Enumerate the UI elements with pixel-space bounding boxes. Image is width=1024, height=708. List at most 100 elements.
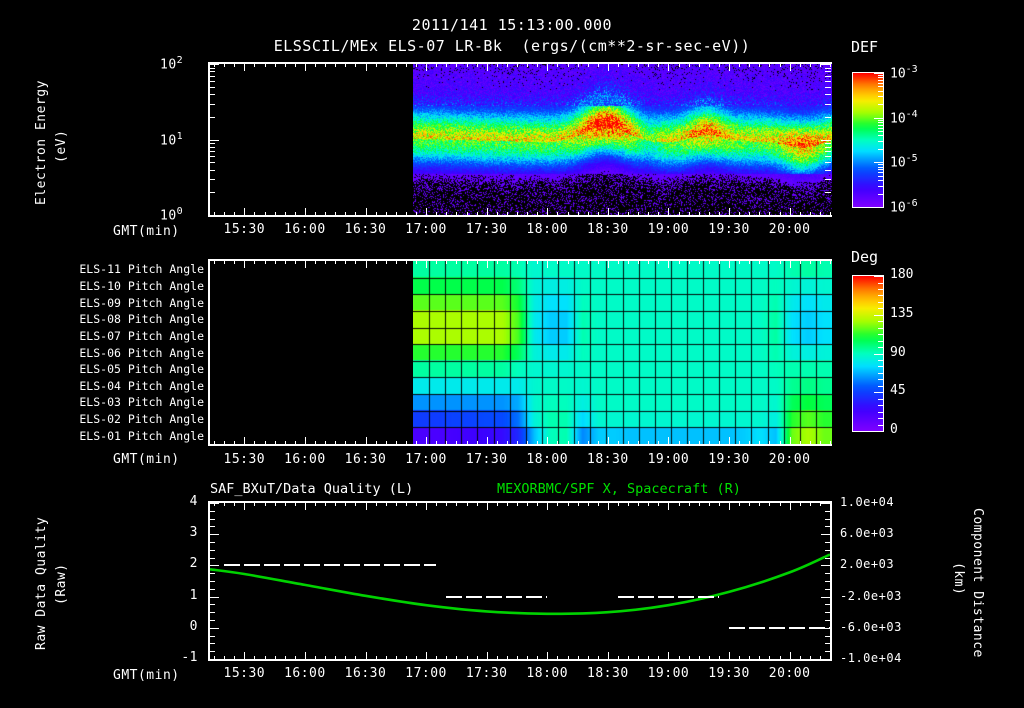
axis-tick-bottom <box>517 212 518 217</box>
ytick-right <box>825 192 831 194</box>
colorbar-tick <box>878 169 883 171</box>
axis-tick-top <box>729 62 730 71</box>
colorbar-tick <box>878 334 883 336</box>
colorbar-tick <box>878 418 883 420</box>
axis-tick-bottom <box>708 441 710 446</box>
axis-tick-bottom <box>254 656 256 661</box>
axis-tick-top <box>517 259 518 264</box>
ytick-right <box>825 169 831 171</box>
ytick-left <box>209 156 215 158</box>
axis-tick-top <box>749 259 751 264</box>
cb-exponent: -4 <box>905 108 918 120</box>
ytick-right <box>821 64 831 65</box>
ytick-right <box>825 620 831 621</box>
ytick-right <box>821 565 831 567</box>
axis-tick-bottom <box>214 212 215 217</box>
axis-tick-bottom <box>668 208 670 217</box>
deg-colorbar-label: 90 <box>890 344 906 360</box>
ytick-left <box>209 192 215 194</box>
panel2-row-label: ELS-04 Pitch Angle <box>79 378 204 393</box>
axis-tick-bottom <box>304 652 306 661</box>
axis-tick-bottom <box>577 212 579 217</box>
ytick-right <box>825 80 831 82</box>
ytick-left <box>209 139 219 141</box>
axis-tick-bottom <box>375 212 377 217</box>
axis-tick-bottom <box>819 441 821 446</box>
axis-tick-top <box>739 62 741 67</box>
axis-tick-bottom <box>729 208 730 217</box>
ytick-right <box>821 139 831 141</box>
axis-tick-bottom <box>446 212 448 217</box>
axis-tick-bottom <box>809 441 811 446</box>
axis-tick-top <box>718 62 720 67</box>
axis-tick-top <box>416 259 417 264</box>
axis-tick-bottom <box>607 208 609 217</box>
axis-tick-top <box>405 62 407 67</box>
axis-tick-bottom <box>819 656 821 661</box>
ytick-right <box>825 162 831 164</box>
xtick-label: 17:00 <box>405 666 447 681</box>
axis-tick-bottom <box>658 212 660 217</box>
colorbar-tick <box>878 385 883 387</box>
axis-tick-top <box>688 501 690 506</box>
axis-tick-bottom <box>739 441 741 446</box>
panel2-xaxis-label: GMT(min) <box>113 452 180 467</box>
electron-energy-spectrogram-panel <box>208 62 832 217</box>
ytick-left <box>209 534 219 536</box>
panel3-ytick-label: 0 <box>189 618 198 634</box>
axis-tick-top <box>658 62 660 67</box>
xtick-label: 20:00 <box>768 452 811 467</box>
axis-tick-top <box>355 62 357 67</box>
axis-tick-bottom <box>506 441 508 446</box>
axis-tick-top <box>284 259 286 264</box>
deg-colorbar-label: 135 <box>890 305 914 321</box>
axis-tick-top <box>375 501 377 506</box>
colorbar-tick <box>878 301 883 303</box>
colorbar-tick <box>878 77 883 79</box>
panel2-row-label: ELS-06 Pitch Angle <box>79 345 204 360</box>
axis-tick-bottom <box>214 656 215 661</box>
ytick-left <box>209 86 215 88</box>
axis-tick-bottom <box>244 208 246 217</box>
axis-tick-bottom <box>638 441 640 446</box>
axis-tick-top <box>405 259 407 264</box>
colorbar-tick <box>878 193 883 195</box>
axis-tick-top <box>517 62 518 67</box>
ytick-left <box>209 596 219 598</box>
ytick-left <box>209 526 215 528</box>
axis-tick-top <box>759 62 761 67</box>
panel3-title-left: SAF_BXuT/Data Quality (L) <box>210 481 414 497</box>
axis-tick-bottom <box>436 212 438 217</box>
axis-tick-top <box>597 259 599 264</box>
axis-tick-bottom <box>718 212 720 217</box>
axis-tick-top <box>658 501 660 506</box>
colorbar-tick <box>874 392 883 394</box>
panel2-row-label: ELS-10 Pitch Angle <box>79 279 204 293</box>
data-quality-distance-panel <box>208 501 832 661</box>
axis-tick-top <box>486 259 488 268</box>
ytick-right <box>825 588 831 590</box>
ytick-exponent: 2 <box>176 55 184 66</box>
colorbar-tick <box>878 398 883 400</box>
axis-tick-bottom <box>688 656 690 661</box>
axis-tick-bottom <box>214 441 215 446</box>
axis-tick-bottom <box>476 441 478 446</box>
axis-tick-top <box>668 501 670 510</box>
xtick-label: 19:00 <box>647 222 690 237</box>
axis-tick-bottom <box>628 441 629 446</box>
axis-tick-bottom <box>607 437 609 446</box>
panel3-ytick-label-right: -6.0e+03 <box>840 619 902 634</box>
colorbar-tick <box>878 379 883 381</box>
xtick-label: 17:30 <box>465 666 508 681</box>
colorbar-tick <box>878 424 883 426</box>
pitch-angle-image <box>413 261 832 444</box>
axis-tick-top <box>527 501 529 506</box>
axis-tick-top <box>517 501 518 506</box>
axis-tick-bottom <box>466 212 468 217</box>
axis-tick-bottom <box>456 441 458 446</box>
cb-mantissa: 10 <box>890 110 906 126</box>
axis-tick-top <box>597 62 599 67</box>
axis-tick-bottom <box>345 441 347 446</box>
axis-tick-bottom <box>830 441 831 446</box>
panel3-ytick-label-right: -1.0e+04 <box>840 651 902 665</box>
